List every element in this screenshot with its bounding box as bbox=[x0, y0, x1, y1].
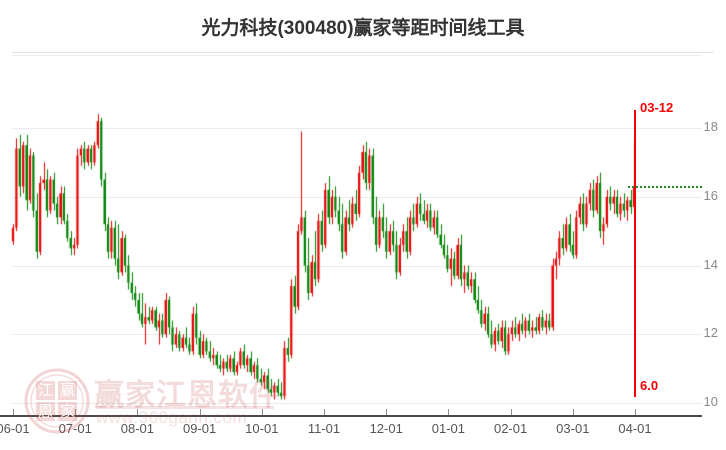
time-marker-value-label: 6.0 bbox=[640, 378, 659, 393]
x-axis-tick bbox=[635, 409, 636, 415]
x-axis-tick-label: 08-01 bbox=[120, 421, 155, 436]
x-axis-tick bbox=[137, 409, 139, 415]
x-axis-tick-label: 09-01 bbox=[182, 421, 217, 436]
candlestick-series bbox=[0, 55, 726, 415]
x-axis-tick bbox=[199, 409, 201, 415]
chart-header: 光力科技(300480)赢家等距时间线工具 bbox=[0, 0, 726, 53]
x-axis-tick bbox=[261, 409, 263, 415]
y-axis-tick-label: 18 bbox=[703, 119, 718, 134]
x-axis-tick-label: 10-01 bbox=[245, 421, 279, 436]
y-axis-tick-label: 14 bbox=[703, 256, 718, 272]
page-title: 光力科技(300480)赢家等距时间线工具 bbox=[201, 18, 525, 39]
y-axis-tick-label: 12 bbox=[703, 325, 718, 341]
y-axis-tick-label: 10 bbox=[703, 394, 718, 409]
x-axis-line bbox=[0, 415, 702, 417]
header-divider bbox=[12, 52, 714, 53]
x-axis-tick bbox=[13, 409, 14, 415]
x-axis-tick-label: 02-01 bbox=[493, 421, 528, 436]
x-axis-tick-label: 11-01 bbox=[307, 421, 341, 436]
x-axis-tick-label: 03-01 bbox=[556, 421, 590, 436]
x-axis-tick bbox=[324, 409, 325, 415]
x-axis-tick bbox=[510, 409, 512, 415]
x-axis-tick-label: 06-01 bbox=[0, 421, 30, 436]
x-axis-tick-label: 07-01 bbox=[58, 421, 92, 436]
x-axis-tick-label: 04-01 bbox=[618, 421, 652, 436]
support-line bbox=[628, 186, 702, 189]
x-axis-tick bbox=[75, 409, 77, 415]
time-marker-date-label: 03-12 bbox=[640, 100, 674, 115]
x-axis-tick-label: 12-01 bbox=[369, 421, 403, 436]
y-axis-tick-label: 16 bbox=[703, 187, 718, 203]
time-marker-line[interactable] bbox=[634, 110, 636, 397]
x-axis-tick bbox=[448, 409, 450, 415]
x-axis: 06-01 07-01 08-01 09-01 10-01 11-01 12-01 01-01… bbox=[0, 409, 726, 450]
x-axis-tick-label: 01-01 bbox=[431, 421, 466, 436]
plot-area: 03-12 6.0 10 12 14 16 18 bbox=[0, 55, 726, 415]
x-axis-tick bbox=[386, 409, 388, 415]
x-axis-tick bbox=[572, 409, 574, 415]
